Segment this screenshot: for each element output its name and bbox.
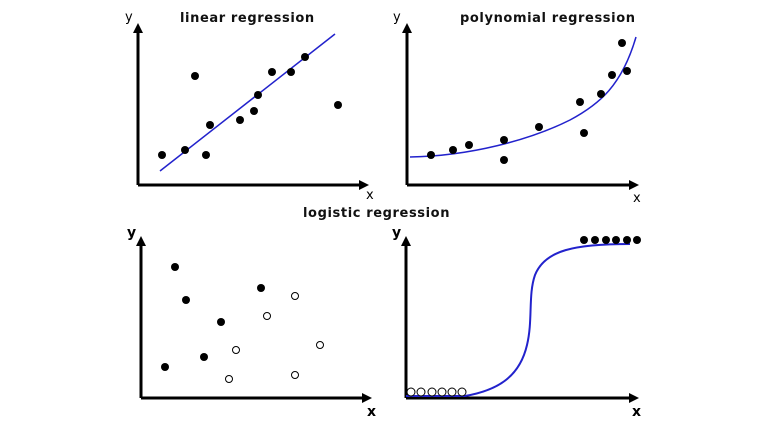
title-logistic-regression: logistic regression [303, 206, 451, 221]
logistic-curve-y-label: y [392, 225, 402, 241]
linear-y-label: y [125, 10, 133, 25]
class-1-filled-points [161, 263, 265, 371]
linear-x-label: x [366, 188, 374, 203]
panel-linear-regression [133, 23, 369, 190]
panel-polynomial-regression [402, 23, 639, 190]
logistic-curve-x-label: x [632, 404, 642, 420]
polynomial-x-label: x [633, 191, 641, 206]
panel-logistic-scatter [136, 236, 372, 403]
polynomial-y-label: y [393, 10, 401, 25]
title-linear-regression: linear regression [180, 11, 315, 26]
class-1-filled-points [580, 236, 641, 244]
linear-data-points [158, 53, 342, 159]
polynomial-fit-curve [409, 36, 637, 158]
class-0-open-points [225, 292, 324, 383]
class-0-open-points [406, 387, 467, 397]
sigmoid-fit-curve [406, 243, 631, 397]
logistic-scatter-x-label: x [367, 404, 377, 420]
logistic-curve-axes [401, 236, 639, 403]
linear-axes [133, 23, 369, 190]
logistic-scatter-y-label: y [127, 225, 137, 241]
logistic-scatter-axes [136, 236, 372, 403]
panel-logistic-curve [401, 236, 641, 403]
polynomial-data-points [427, 39, 631, 164]
title-polynomial-regression: polynomial regression [460, 11, 636, 26]
polynomial-axes [402, 23, 639, 190]
